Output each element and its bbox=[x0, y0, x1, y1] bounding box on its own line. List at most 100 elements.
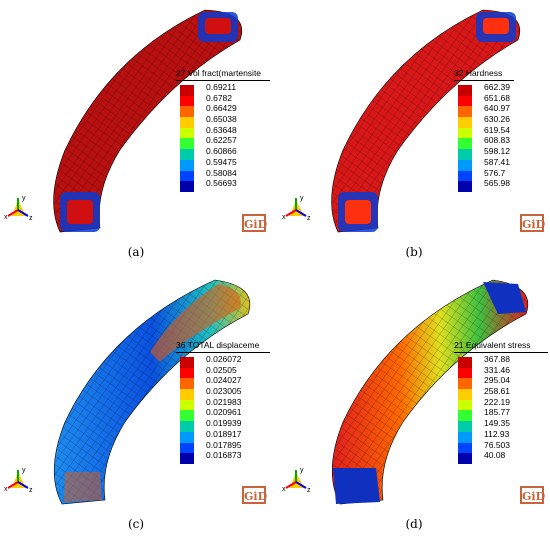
tick-label: 295.04 bbox=[484, 375, 510, 386]
tick-label: 608.83 bbox=[484, 135, 510, 146]
caption-b: (b) bbox=[405, 245, 423, 259]
colorbar-segment bbox=[458, 159, 472, 171]
colorbar-segment bbox=[180, 85, 194, 96]
caption-d: (d) bbox=[405, 517, 423, 531]
tick-label: 0.024027 bbox=[206, 375, 242, 386]
axis-triad-icon: y x z bbox=[282, 195, 311, 222]
tick-label: 630.26 bbox=[484, 114, 510, 125]
svg-text:z: z bbox=[307, 215, 311, 222]
colorbar-segment bbox=[458, 181, 472, 192]
svg-text:x: x bbox=[282, 214, 286, 221]
tick-label: 598.12 bbox=[484, 146, 510, 157]
gid-logo: GiD bbox=[242, 486, 267, 504]
tick-label: 0.60866 bbox=[206, 146, 237, 157]
cross-section-bottom-d bbox=[333, 468, 380, 504]
colorbar-segment bbox=[180, 181, 194, 192]
tick-label: 0.019939 bbox=[206, 418, 242, 429]
tick-label: 0.62257 bbox=[206, 135, 237, 146]
panel-a: 27 Vol fract(martensite 0.69211 0.6782 0… bbox=[0, 0, 272, 262]
caption-c: (c) bbox=[127, 517, 145, 531]
colorbar-ticks-c: 0.026072 0.02505 0.024027 0.023005 0.021… bbox=[206, 354, 241, 461]
colorbar-segment bbox=[180, 357, 194, 368]
colorbar-segment bbox=[458, 399, 472, 411]
legend-title-d: 21 Equivalent stress bbox=[454, 340, 531, 350]
gid-logo: GiD bbox=[520, 214, 545, 232]
svg-text:y: y bbox=[22, 467, 26, 474]
colorbar-segment bbox=[180, 389, 194, 400]
colorbar-segment bbox=[180, 149, 194, 160]
tick-label: 0.59475 bbox=[206, 156, 237, 167]
ring-model-a bbox=[53, 9, 243, 233]
svg-text:y: y bbox=[300, 195, 304, 202]
tick-label: 651.68 bbox=[484, 92, 510, 103]
colorbar-segment bbox=[458, 170, 472, 182]
colorbar-segment bbox=[458, 127, 472, 139]
legend-underline-c bbox=[176, 352, 270, 353]
tick-label: 0.026072 bbox=[206, 354, 242, 364]
cross-section-top-d bbox=[483, 282, 526, 314]
svg-text:z: z bbox=[307, 487, 311, 494]
colorbar-segment bbox=[180, 431, 194, 443]
legend-title-a: 27 Vol fract(martensite bbox=[176, 68, 262, 78]
tick-label: 565.98 bbox=[484, 178, 510, 189]
tick-label: 0.02505 bbox=[206, 364, 237, 375]
colorbar-segment bbox=[180, 95, 194, 107]
colorbar-segment bbox=[180, 159, 194, 171]
tick-label: 0.69211 bbox=[206, 82, 237, 92]
ring-model-c bbox=[53, 279, 251, 505]
tick-label: 331.46 bbox=[484, 364, 510, 375]
tick-label: 0.56693 bbox=[206, 178, 237, 189]
colorbar-a bbox=[180, 85, 194, 192]
tick-label: 367.88 bbox=[484, 354, 510, 364]
svg-text:x: x bbox=[282, 486, 286, 493]
axis-triad-icon: y x z bbox=[282, 467, 311, 494]
colorbar-segment bbox=[458, 106, 472, 118]
tick-label: 587.41 bbox=[484, 156, 510, 167]
colorbar-segment bbox=[180, 378, 194, 390]
tick-label: 619.54 bbox=[484, 124, 510, 135]
colorbar-segment bbox=[180, 410, 194, 422]
colorbar-segment bbox=[458, 442, 472, 454]
colorbar-segment bbox=[180, 421, 194, 432]
colorbar-segment bbox=[180, 106, 194, 118]
legend-title-b: 32 Hardness bbox=[454, 68, 503, 78]
legend-underline-d bbox=[454, 352, 548, 353]
tick-label: 112.93 bbox=[484, 428, 510, 439]
colorbar-ticks-a: 0.69211 0.6782 0.66429 0.65038 0.63648 0… bbox=[206, 82, 237, 189]
caption-a: (a) bbox=[127, 245, 145, 259]
colorbar-segment bbox=[458, 421, 472, 432]
tick-label: 0.016873 bbox=[206, 450, 242, 461]
tick-label: 0.6782 bbox=[206, 92, 232, 103]
axis-triad-icon: y x z bbox=[4, 467, 33, 494]
legend-underline-b bbox=[454, 80, 514, 81]
svg-text:y: y bbox=[22, 195, 26, 202]
svg-text:z: z bbox=[29, 215, 33, 222]
svg-text:x: x bbox=[4, 214, 8, 221]
tick-label: 0.021983 bbox=[206, 396, 242, 407]
colorbar-segment bbox=[458, 357, 472, 368]
colorbar-c bbox=[180, 357, 194, 464]
tick-label: 0.58084 bbox=[206, 167, 237, 178]
legend-title-c: 36 TOTAL displaceme bbox=[176, 340, 260, 350]
tick-label: 0.018917 bbox=[206, 428, 242, 439]
axis-triad-icon: y x z bbox=[4, 195, 33, 222]
colorbar-segment bbox=[458, 389, 472, 400]
colorbar-segment bbox=[458, 453, 472, 464]
gid-logo: GiD bbox=[520, 486, 545, 504]
colorbar-segment bbox=[458, 431, 472, 443]
tick-label: 40.08 bbox=[484, 450, 506, 461]
tick-label: 0.65038 bbox=[206, 114, 237, 125]
panel-c: 36 TOTAL displaceme 0.026072 0.02505 0.0… bbox=[0, 272, 272, 534]
colorbar-segment bbox=[180, 442, 194, 454]
colorbar-segment bbox=[458, 95, 472, 107]
ring-model-b bbox=[331, 9, 521, 233]
svg-text:x: x bbox=[4, 486, 8, 493]
tick-label: 0.023005 bbox=[206, 386, 242, 397]
colorbar-segment bbox=[180, 117, 194, 128]
tick-label: 0.020961 bbox=[206, 407, 242, 418]
legend-underline-a bbox=[176, 80, 270, 81]
tick-label: 149.35 bbox=[484, 418, 510, 429]
colorbar-b bbox=[458, 85, 472, 192]
tick-label: 662.39 bbox=[484, 82, 510, 92]
colorbar-segment bbox=[180, 170, 194, 182]
